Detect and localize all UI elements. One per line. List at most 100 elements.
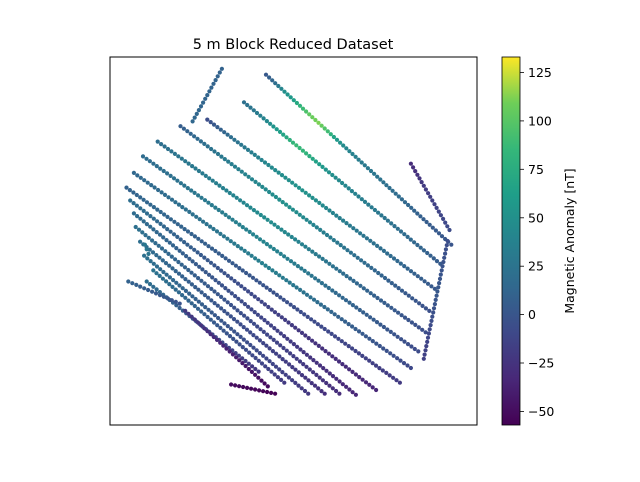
data-point: [278, 331, 283, 336]
data-point: [185, 186, 190, 191]
data-point: [395, 334, 400, 339]
data-point: [350, 369, 355, 374]
data-point: [225, 273, 230, 278]
data-point: [232, 164, 238, 169]
data-point: [358, 283, 363, 288]
data-point: [438, 213, 443, 218]
data-point: [384, 370, 389, 375]
data-point: [421, 248, 426, 253]
data-point: [274, 351, 279, 356]
data-point: [227, 334, 233, 339]
data-point: [291, 354, 296, 359]
data-point: [358, 231, 363, 236]
data-point: [239, 284, 244, 289]
colorbar-label: Magnetic Anomaly [nT]: [562, 168, 577, 313]
data-point: [245, 147, 251, 152]
data-point: [337, 269, 342, 274]
data-point: [338, 243, 343, 248]
data-point: [347, 223, 352, 228]
data-point: [249, 253, 254, 258]
data-point: [233, 294, 238, 299]
data-point: [237, 358, 242, 363]
data-point: [235, 319, 240, 324]
data-point: [157, 293, 163, 298]
data-point: [231, 336, 236, 341]
data-point: [382, 275, 388, 281]
data-point: [245, 316, 250, 321]
data-point: [273, 391, 278, 396]
data-point: [368, 315, 373, 320]
data-point: [257, 338, 262, 343]
data-point: [208, 332, 213, 337]
data-point: [228, 135, 234, 140]
data-point: [133, 224, 138, 230]
data-point: [297, 212, 302, 217]
data-point: [166, 251, 171, 256]
data-point: [248, 105, 253, 110]
data-point: [412, 271, 417, 276]
data-point: [359, 258, 364, 263]
data-point: [151, 227, 156, 232]
data-point: [267, 189, 272, 195]
data-point: [356, 351, 361, 356]
data-point: [141, 208, 146, 213]
data-point: [222, 157, 227, 162]
data-point: [368, 168, 374, 174]
colorbar-tick-label: 0: [528, 307, 536, 322]
data-point: [224, 188, 229, 193]
data-point: [254, 348, 259, 353]
data-point: [172, 151, 177, 156]
data-point: [211, 81, 216, 86]
data-point: [171, 232, 177, 237]
data-point: [415, 211, 420, 216]
data-point: [360, 377, 365, 382]
data-point: [294, 356, 299, 361]
data-point: [261, 116, 266, 121]
data-point: [169, 197, 175, 202]
data-point: [248, 205, 253, 210]
data-point: [382, 300, 387, 305]
data-point: [211, 122, 217, 127]
data-point: [203, 270, 208, 275]
data-point: [147, 282, 153, 287]
data-point: [183, 295, 188, 300]
data-point: [138, 239, 143, 244]
data-point: [206, 200, 211, 205]
colorbar: [501, 56, 521, 426]
data-point: [173, 269, 178, 274]
data-point: [253, 387, 258, 392]
data-point: [192, 134, 197, 139]
data-point: [402, 232, 407, 237]
data-point: [244, 203, 250, 208]
data-point: [200, 171, 205, 176]
data-point: [189, 301, 194, 306]
data-point: [236, 167, 241, 172]
data-point: [445, 224, 450, 229]
data-point: [189, 282, 194, 287]
data-point: [240, 361, 245, 366]
data-point: [248, 330, 253, 335]
data-point: [281, 297, 286, 302]
data-point: [324, 368, 329, 373]
data-point: [314, 372, 319, 377]
data-point: [310, 115, 315, 120]
data-point: [297, 103, 303, 108]
data-point: [237, 266, 242, 271]
data-point: [284, 348, 289, 353]
data-point: [177, 301, 182, 306]
data-point: [151, 261, 156, 266]
data-point: [310, 249, 315, 254]
data-point: [211, 334, 216, 340]
data-point: [347, 387, 352, 392]
data-point: [385, 251, 390, 256]
data-point: [354, 228, 359, 233]
data-point: [242, 286, 247, 291]
data-point: [303, 333, 308, 338]
data-point: [161, 224, 166, 229]
data-point: [190, 294, 195, 299]
chart-title: 5 m Block Reduced Dataset: [193, 37, 394, 53]
data-point: [422, 352, 427, 357]
data-point: [164, 238, 169, 243]
data-point: [271, 124, 276, 129]
data-point: [178, 237, 183, 242]
